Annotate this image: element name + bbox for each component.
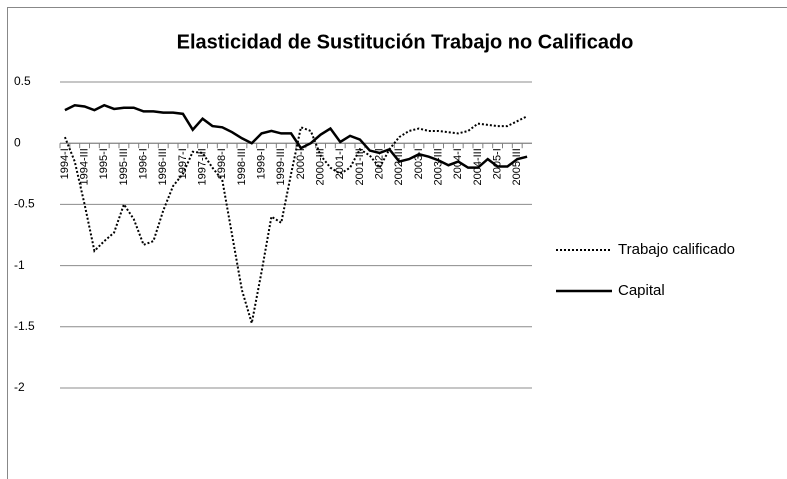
series-line (64, 103, 528, 169)
series-line (63, 115, 528, 324)
chart-title: Elasticidad de Sustitución Trabajo no Ca… (177, 31, 634, 53)
x-tick-label: 1998-I (216, 148, 228, 179)
x-tick-label: 1997-III (196, 148, 208, 185)
x-tick-label: 1995-I (98, 148, 110, 179)
x-tick-label: 1994-I (59, 148, 71, 179)
y-tick-label: 0.5 (14, 74, 31, 88)
x-tick-label: 1998-III (236, 148, 248, 185)
x-tick-label: 2001-III (354, 148, 366, 185)
chart-border (7, 7, 787, 479)
x-tick-label: 1994-III (78, 148, 90, 185)
x-tick-label: 1996-III (157, 148, 169, 185)
x-tick-label: 2004-I (452, 148, 464, 179)
x-tick-label: 2000-I (295, 148, 307, 179)
x-tick-label: 1995-III (118, 148, 130, 185)
y-tick-label: -0.5 (14, 197, 35, 211)
x-tick-label: 2000-III (314, 148, 326, 185)
x-tick-label: 2003-I (413, 148, 425, 179)
legend-label: Capital (618, 282, 665, 299)
y-tick-label: -1 (14, 258, 25, 272)
y-tick-label: -1.5 (14, 319, 35, 333)
x-tick-label: 1996-I (137, 148, 149, 179)
y-tick-label: -2 (14, 380, 25, 394)
x-tick-label: 1999-III (275, 148, 287, 185)
x-tick-label: 2002-I (373, 148, 385, 179)
x-tick-label: 1997-I (177, 148, 189, 179)
x-tick-label: 1999-I (255, 148, 267, 179)
x-tick-label: 2001-I (334, 148, 346, 179)
legend-label: Trabajo calificado (618, 241, 735, 258)
x-tick-label: 2005-III (511, 148, 523, 185)
x-tick-label: 2002-III (393, 148, 405, 185)
x-tick-label: 2005-I (491, 148, 503, 179)
x-tick-label: 2003-III (432, 148, 444, 185)
y-tick-label: 0 (14, 135, 21, 149)
